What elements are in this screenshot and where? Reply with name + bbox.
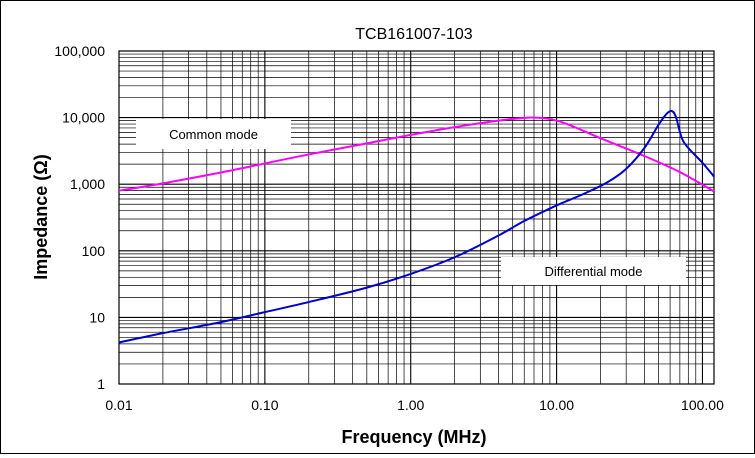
chart-title: TCB161007-103 — [355, 26, 473, 43]
series-label: Differential mode — [544, 264, 642, 279]
y-tick-label: 10,000 — [62, 110, 105, 126]
y-tick-label: 100 — [82, 243, 106, 259]
x-tick-label: 0.01 — [105, 397, 132, 413]
series-label-box — [501, 257, 686, 285]
x-axis-label: Frequency (MHz) — [341, 427, 486, 447]
x-tick-label: 100.00 — [681, 397, 724, 413]
y-tick-labels: 1 10 100 1,000 10,000 100,000 — [54, 43, 105, 392]
y-tick-label: 10 — [89, 309, 105, 325]
y-tick-label: 1,000 — [70, 176, 105, 192]
x-tick-label: 10.00 — [539, 397, 574, 413]
x-tick-label: 1.00 — [397, 397, 424, 413]
grid-lines — [119, 51, 714, 384]
x-tick-labels: 0.01 0.10 1.00 10.00 100.00 — [105, 397, 724, 413]
y-tick-label: 1 — [97, 376, 105, 392]
series-labels: Common mode Differential mode — [136, 119, 686, 285]
series-line-differential-mode — [118, 109, 715, 344]
series-lines — [118, 109, 715, 344]
y-tick-label: 100,000 — [54, 43, 105, 59]
series-line-common-mode — [118, 116, 715, 193]
series-label: Common mode — [169, 127, 258, 142]
plot-area-border — [118, 50, 715, 385]
x-tick-label: 0.10 — [251, 397, 278, 413]
series-label-box — [136, 119, 291, 149]
y-axis-label: Impedance (Ω) — [31, 154, 51, 279]
